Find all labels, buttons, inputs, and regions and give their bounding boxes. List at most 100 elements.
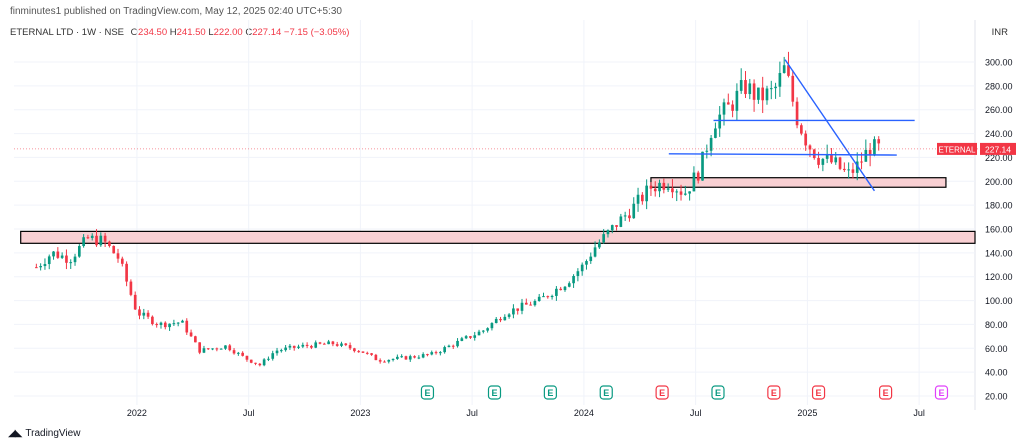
ticker-bar: ETERNAL LTD · 1W · NSE O234.50 H241.50 L… [10,27,349,38]
candle-body [254,362,257,364]
symbol-price-tag [937,142,977,155]
candle-body [512,308,515,315]
candle-body [430,352,434,355]
candle-body [86,237,90,239]
candle-body [383,361,386,363]
earnings-label: E [883,388,889,398]
x-tick-label: 2023 [350,408,370,418]
earnings-marker[interactable]: E [599,385,613,400]
candle-body [692,172,696,192]
earnings-marker[interactable]: E [655,385,669,400]
downtrend-line[interactable] [784,59,876,192]
upper-support-zone[interactable] [650,177,947,188]
candle-body [658,182,661,192]
y-tick-label: 100.00 [985,296,1013,306]
candle-body [387,359,391,362]
candle-body [873,139,876,156]
candle-body [787,65,790,76]
candle-body [318,342,322,344]
earnings-marker[interactable]: E [811,385,826,400]
candle-body [851,169,855,173]
price-axis[interactable]: 300.00 280.00 260.00 240.00 220.00 200.00 180.… [985,58,1013,402]
y-tick-label: 40.00 [985,368,1008,378]
change-value: −7.15 (−3.05%) [283,27,350,38]
earnings-marker[interactable]: E [711,385,725,400]
candle-body [146,312,150,317]
currency-label[interactable]: INR [991,27,1008,38]
candle-body [340,343,343,346]
candle-body [808,145,812,150]
candle-body [524,302,528,305]
time-axis[interactable]: 2022 Jul 2023 Jul 2024 Jul 2025 Jul [127,408,925,418]
candle-body [52,251,55,257]
earnings-badge-icon [879,385,893,400]
candle-body [834,157,838,163]
candle-body [456,340,459,347]
candle-body [503,316,507,321]
brand-label: TradingView [25,428,81,439]
lower-support-zone[interactable] [20,230,976,244]
candle-body [739,80,743,91]
candle-body [47,256,51,265]
candle-body [133,294,137,310]
candle-body [765,88,769,101]
tradingview-footer[interactable]: ◢◣ TradingView [8,428,80,439]
candle-body [224,345,227,349]
candle-body [653,188,657,192]
candle-body [69,262,73,264]
candle-body [151,316,154,325]
candle-body [301,344,305,347]
candle-body [714,128,717,138]
high-label: H [169,27,177,38]
earnings-marker[interactable]: E [487,385,502,400]
earnings-badge-icon [543,385,557,400]
candle-body [202,348,206,353]
candle-body [408,356,412,360]
candle-body [516,308,520,311]
candle-body [860,161,863,163]
candle-body [322,343,326,345]
candle-body [748,83,752,95]
y-tick-label: 140.00 [985,248,1013,258]
candle-body [90,235,94,238]
candle-body [279,350,283,352]
candle-body [761,87,765,101]
candle-body [189,332,193,337]
candle-body [421,354,425,358]
support-line[interactable] [668,153,897,156]
candle-body [606,230,610,235]
candle-body [855,161,859,173]
earnings-label: E [659,388,665,398]
x-tick-label: 2025 [797,408,817,418]
candle-body [65,255,68,263]
earnings-marker[interactable]: E [879,385,893,400]
candle-body [331,341,335,345]
candle-body [288,345,292,348]
earnings-marker[interactable]: E [767,385,781,400]
candle-body [812,149,816,158]
y-tick-label: 160.00 [985,225,1013,235]
candle-body [671,188,674,193]
trend-lines [668,59,915,192]
candle-body [447,345,451,348]
candle-body [589,256,593,262]
candle-body [847,169,850,171]
candle-body [237,352,240,354]
earnings-marker[interactable]: E [934,385,949,400]
symbol-label[interactable]: ETERNAL LTD · 1W · NSE [10,27,125,38]
candle-body [77,246,81,257]
last-price-marker: ETERNAL 227.14 [14,142,1016,155]
candle-body [249,359,253,363]
candle-body [168,323,171,328]
earnings-marker[interactable]: E [543,385,557,400]
candle-body [112,245,116,254]
low-value: 222.00 [213,27,243,38]
earnings-marker[interactable]: E [420,385,435,400]
candle-body [108,241,111,246]
gridlines [14,20,975,405]
candle-body [778,73,782,87]
candle-body [619,216,623,227]
candle-body [194,336,197,343]
candle-body [327,341,330,345]
